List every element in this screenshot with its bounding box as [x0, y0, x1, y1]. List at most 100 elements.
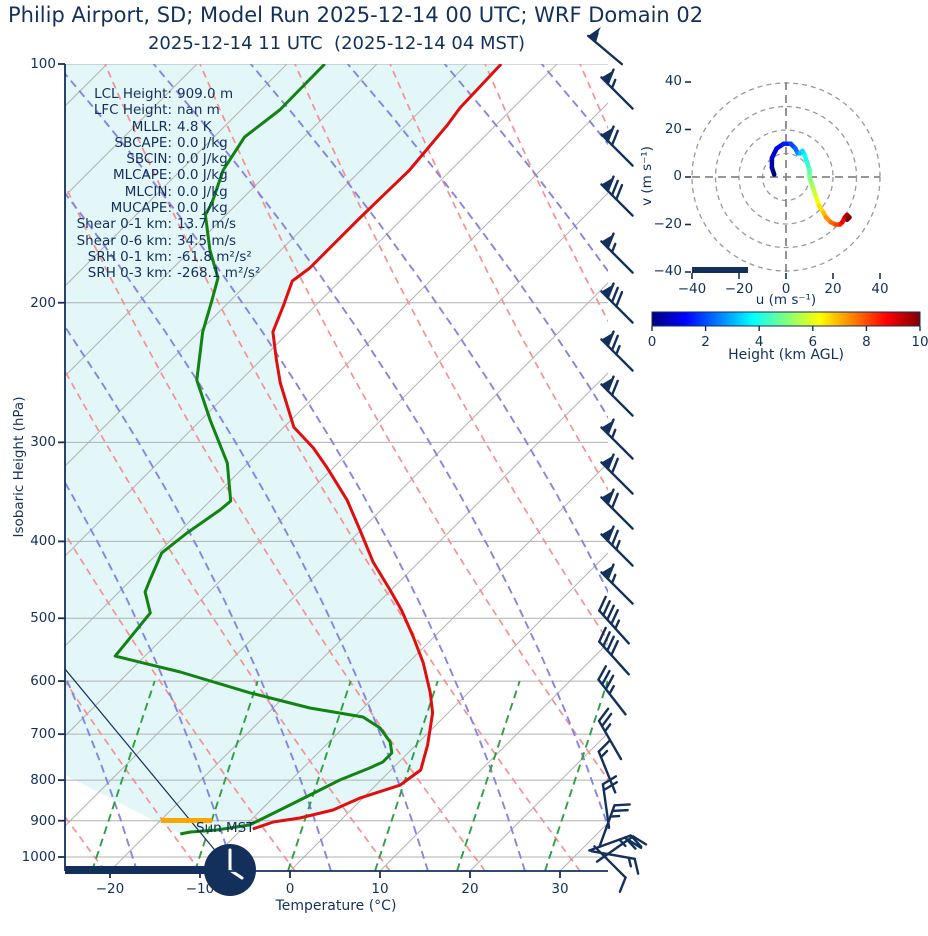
pressure-axis-label: Isobaric Height (hPa): [11, 396, 27, 538]
wind-barb-icon: [593, 845, 627, 893]
height-colorbar: [651, 311, 921, 331]
stat-row: Shear 0-1 km: 13.7 m/s: [70, 216, 260, 232]
colorbar-tick-label: 10: [911, 334, 928, 350]
isotherm-lines: [65, 64, 608, 871]
pressure-tick-label: 700: [30, 726, 56, 743]
stat-value: 0.0 J/kg: [177, 134, 228, 151]
wind-barb-icon: [600, 68, 634, 110]
pressure-tick-label: 400: [30, 533, 56, 550]
stat-label: LCL Height:: [94, 86, 172, 102]
humid-layer-shading: [65, 64, 502, 834]
stat-value: nan m: [177, 102, 220, 119]
stats-panel: LCL Height: 909.0 m LFC Height: nan m MLLR: 4…: [70, 86, 261, 282]
temperature-tick-label: 0: [285, 881, 295, 897]
stat-value: 4.8 K: [177, 118, 212, 135]
hodograph-v-tick-label: −20: [653, 215, 683, 232]
stat-value: 34.5 m/s: [177, 232, 237, 249]
stat-row: LFC Height: nan m: [70, 102, 260, 118]
stat-label: MUCAPE:: [110, 200, 172, 217]
stat-value: 0.0 J/kg: [177, 167, 228, 184]
hodograph-inset: [685, 81, 881, 279]
hodograph-u-tick-label: 0: [781, 281, 791, 297]
wind-barbs: [586, 26, 648, 893]
valid-time-subtitle: 2025-12-14 11 UTC (2025-12-14 04 MST): [147, 33, 526, 54]
hodograph-u-tick-label: 40: [871, 281, 889, 297]
hodograph-v-tick-label: −40: [653, 263, 683, 279]
wind-barb-icon: [600, 330, 634, 372]
pressure-tick-label: 900: [30, 812, 56, 829]
wind-barb-icon: [600, 453, 634, 495]
wind-barb-icon: [598, 803, 631, 848]
hodograph-u-axis-label: u (m s⁻¹): [755, 292, 817, 308]
stat-value: 13.7 m/s: [177, 216, 237, 233]
sunrise-time-bar: [161, 818, 212, 823]
temperature-curve: [252, 64, 503, 831]
hodograph-u-tick-label: −40: [677, 281, 707, 297]
pressure-tick-label: 500: [30, 610, 56, 627]
wind-barb-icon: [600, 282, 634, 324]
colorbar-tick-label: 8: [862, 334, 871, 350]
night-period-bar: [65, 866, 215, 874]
stat-label: LFC Height:: [93, 102, 172, 119]
wind-barb-icon: [600, 375, 634, 417]
stat-row: SRH 0-3 km: -268.1 m²/s²: [70, 265, 261, 282]
stat-row: MLCIN: 0.0 J/kg: [70, 184, 260, 200]
pressure-tick-label: 800: [30, 772, 56, 789]
wind-barb-icon: [600, 125, 634, 167]
stat-row: SRH 0-1 km: -61.8 m²/s²: [70, 249, 260, 265]
moist-adiabat-lines: [65, 64, 608, 871]
pressure-tick-label: 300: [30, 434, 56, 451]
dewpoint-curve: [113, 64, 394, 836]
hodograph-v-tick-label: 0: [673, 168, 682, 184]
stat-row: SBCIN: 0.0 J/kg: [70, 151, 260, 167]
stat-value: -61.8 m²/s²: [177, 248, 252, 265]
wind-barb-icon: [600, 563, 634, 605]
stat-row: LCL Height: 909.0 m: [70, 86, 260, 102]
temperature-axis-label: Temperature (°C): [275, 898, 397, 914]
stat-label: Shear 0-6 km:: [76, 232, 172, 249]
wind-barb-icon: [598, 626, 630, 676]
colorbar-tick-label: 2: [701, 334, 710, 350]
stat-label: SBCAPE:: [114, 134, 172, 151]
wind-barb-icon: [600, 175, 634, 217]
stat-row: Shear 0-6 km: 34.5 m/s: [70, 233, 260, 249]
stat-row: MLCAPE: 0.0 J/kg: [70, 167, 260, 183]
stat-row: MLLR: 4.8 K: [70, 119, 260, 135]
temperature-tick-label: 30: [551, 881, 569, 897]
colorbar-tick-label: 4: [754, 334, 764, 350]
hodograph-u-tick-label: −20: [724, 281, 754, 297]
stat-row: SBCAPE: 0.0 J/kg: [70, 135, 260, 151]
stat-value: -268.1 m²/s²: [177, 265, 261, 282]
hodograph-u-tick-label: 20: [824, 281, 842, 297]
wind-barb-icon: [600, 418, 634, 460]
wind-barb-icon: [598, 595, 630, 645]
wind-barb-icon: [600, 232, 634, 274]
stat-label: MLLR:: [131, 118, 172, 135]
wind-barb-icon: [590, 849, 640, 875]
page-title: Philip Airport, SD; Model Run 2025-12-14…: [8, 3, 704, 27]
temperature-tick-label: −10: [185, 881, 215, 897]
stat-label: SRH 0-3 km:: [87, 265, 172, 282]
stat-row: MUCAPE: 0.0 J/kg: [70, 200, 260, 216]
pressure-tick-label: 100: [30, 56, 56, 72]
skewt-axes: [58, 63, 608, 878]
skewt-plot-area: [65, 64, 608, 871]
temperature-tick-label: 10: [371, 881, 389, 897]
stat-label: SRH 0-1 km:: [87, 248, 172, 265]
temperature-tick-label: −20: [95, 881, 125, 897]
pressure-tick-label: 600: [30, 673, 56, 690]
hodograph-scale-bar: [692, 267, 748, 273]
sunrise-marker-label: Sun MST: [196, 820, 255, 836]
stat-value: 0.0 J/kg: [177, 200, 228, 217]
wind-barb-icon: [597, 665, 627, 716]
colorbar-tick-label: 0: [647, 334, 657, 350]
stat-value: 0.0 J/kg: [177, 151, 228, 168]
pressure-tick-label: 1000: [21, 849, 56, 865]
hodograph-v-tick-label: 20: [664, 120, 682, 137]
pressure-tick-label: 200: [30, 294, 56, 311]
wind-barb-icon: [600, 488, 634, 530]
temperature-tick-label: 20: [461, 881, 479, 897]
stat-label: MLCAPE:: [112, 167, 172, 184]
